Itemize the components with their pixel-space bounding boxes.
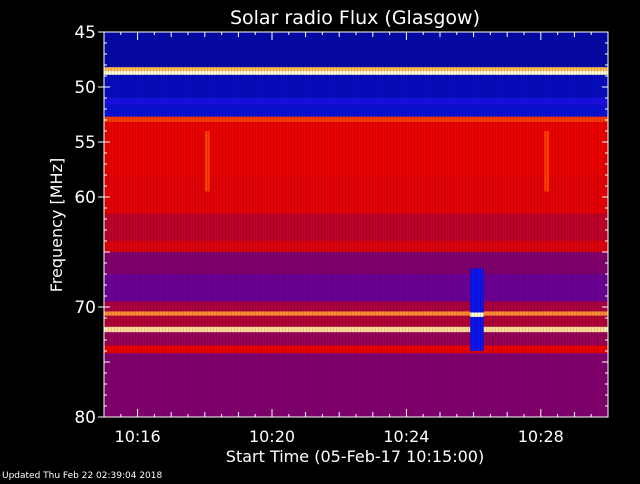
x-tick-label: 10:20 (249, 427, 295, 446)
y-tick-label: 60 (74, 188, 96, 208)
x-axis: 10:16 10:20 10:24 10:28 (103, 32, 609, 446)
y-axis-label: Frequency [MHz] (47, 158, 66, 292)
x-tick-label: 10:16 (115, 427, 161, 446)
chart-title: Solar radio Flux (Glasgow) (230, 7, 480, 29)
y-tick-label: 80 (74, 408, 96, 428)
x-tick-label: 10:24 (383, 427, 429, 446)
x-tick-label: 10:28 (518, 427, 564, 446)
y-tick-label: 55 (74, 133, 96, 153)
y-axis: 45 50 55 60 70 80 (74, 23, 608, 428)
x-axis-label: Start Time (05-Feb-17 10:15:00) (226, 447, 484, 466)
y-tick-label: 45 (74, 23, 96, 43)
texture-overlay (104, 32, 608, 417)
y-tick-label: 50 (74, 78, 96, 98)
footer-updated: Updated Thu Feb 22 02:39:04 2018 (2, 471, 163, 480)
y-tick-label: 70 (74, 298, 96, 318)
